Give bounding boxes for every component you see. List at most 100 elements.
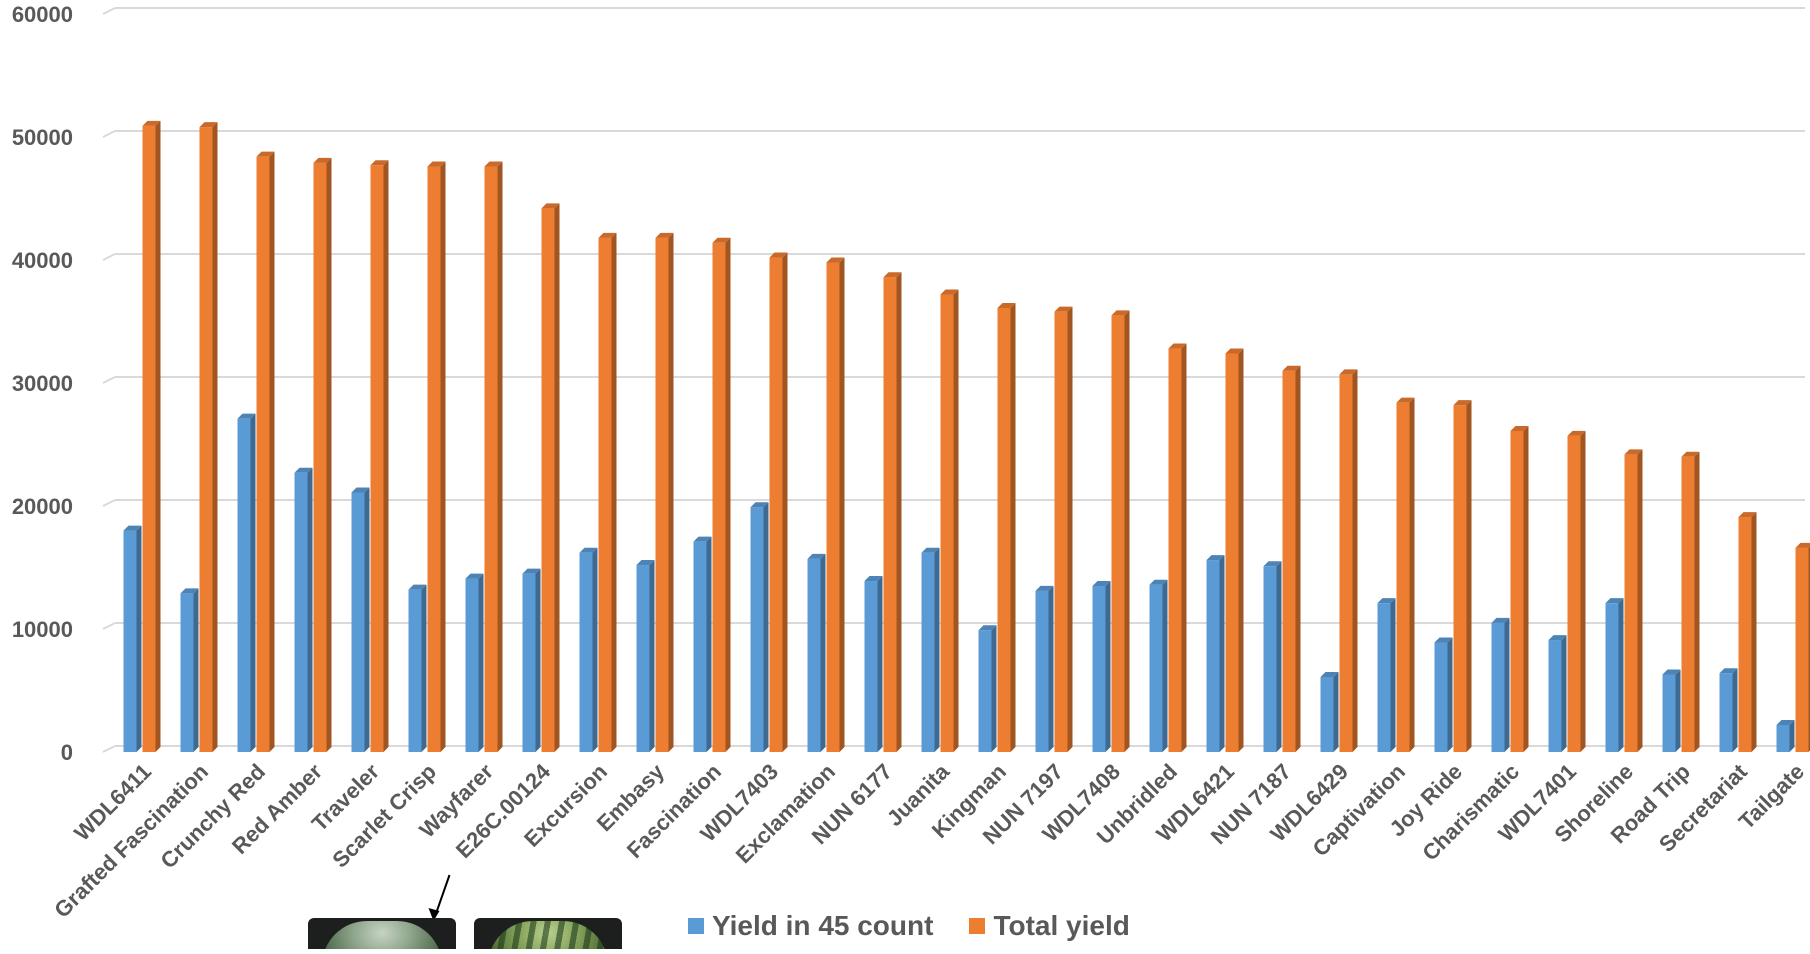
legend: Yield in 45 count Total yield <box>688 910 1130 942</box>
bar-face <box>1321 677 1334 752</box>
bar-face <box>466 579 479 752</box>
bar-side <box>1277 561 1282 752</box>
bar-face <box>1036 591 1049 752</box>
bar-total-yield <box>656 233 674 752</box>
gridline-depth <box>103 746 115 752</box>
bar-side <box>840 257 845 752</box>
legend-item-yield-45-count: Yield in 45 count <box>688 910 933 942</box>
bar-total-yield <box>599 233 617 752</box>
y-tick-label: 50000 <box>12 125 73 150</box>
bar-side <box>137 526 142 752</box>
bar-total-yield <box>1739 512 1757 752</box>
y-tick-label: 20000 <box>12 494 73 519</box>
bar-total-yield <box>770 253 788 752</box>
bar-face <box>1283 371 1296 752</box>
bar-yield-45-count <box>1492 618 1510 752</box>
bar-side <box>1239 348 1244 752</box>
bar-yield-45-count <box>1093 581 1111 752</box>
bar-face <box>371 165 384 752</box>
bar-yield-45-count <box>1606 598 1624 752</box>
bar-side <box>1125 310 1130 752</box>
bar-side <box>1695 452 1700 752</box>
bar-side <box>650 560 655 752</box>
bar-side <box>1448 638 1453 752</box>
bar-side <box>1334 672 1339 752</box>
bar-total-yield <box>485 162 503 752</box>
bar-face <box>656 238 669 752</box>
bar-side <box>1467 400 1472 752</box>
bar-side <box>479 574 484 752</box>
bar-side <box>764 502 769 752</box>
bar-side <box>593 548 598 752</box>
bar-side <box>1011 303 1016 752</box>
bar-total-yield <box>1511 426 1529 752</box>
bar-face <box>1435 643 1448 752</box>
bar-side <box>783 253 788 752</box>
bar-side <box>1790 720 1795 752</box>
bar-yield-45-count <box>1777 720 1795 752</box>
bar-face <box>637 565 650 752</box>
bar-side <box>194 588 199 752</box>
bar-side <box>878 576 883 752</box>
bar-face <box>200 127 213 752</box>
bar-total-yield <box>371 160 389 752</box>
bar-series <box>124 121 1810 752</box>
bar-side <box>707 537 712 752</box>
bar-yield-45-count <box>466 574 484 752</box>
bar-total-yield <box>941 289 959 752</box>
bar-face <box>485 167 498 752</box>
bar-total-yield <box>1283 366 1301 752</box>
bar-face <box>1549 640 1562 752</box>
bar-total-yield <box>428 162 446 752</box>
bar-face <box>1340 374 1353 752</box>
striped-watermelon-photo <box>474 918 622 949</box>
bar-side <box>1638 449 1643 752</box>
bar-side <box>536 569 541 752</box>
bar-face <box>808 559 821 752</box>
bar-face <box>1492 623 1505 752</box>
bar-side <box>992 625 997 752</box>
bar-side <box>1106 581 1111 752</box>
bar-yield-45-count <box>637 560 655 752</box>
bar-face <box>1511 431 1524 752</box>
bar-side <box>327 158 332 752</box>
bar-side <box>821 554 826 752</box>
bar-yield-45-count <box>1720 668 1738 752</box>
bar-side <box>1391 598 1396 752</box>
bar-side <box>422 585 427 752</box>
bar-face <box>770 258 783 752</box>
bar-total-yield <box>1568 431 1586 752</box>
bar-face <box>713 243 726 752</box>
bar-side <box>1733 668 1738 752</box>
bar-face <box>409 590 422 752</box>
bar-yield-45-count <box>1549 635 1567 752</box>
bar-face <box>1169 349 1182 752</box>
bar-side <box>726 238 731 752</box>
y-tick-label: 0 <box>61 740 73 765</box>
bar-side <box>441 162 446 752</box>
bar-face <box>257 157 270 752</box>
bar-side <box>1524 426 1529 752</box>
bar-face <box>1606 603 1619 752</box>
bar-yield-45-count <box>181 588 199 752</box>
bar-side <box>1410 398 1415 752</box>
bar-side <box>308 468 313 752</box>
bar-side <box>270 152 275 752</box>
bar-face <box>1112 315 1125 752</box>
bar-face <box>1093 586 1106 752</box>
bar-face <box>979 630 992 752</box>
bar-face <box>1682 457 1695 752</box>
bar-total-yield <box>1169 344 1187 752</box>
bar-face <box>922 553 935 752</box>
bar-total-yield <box>884 272 902 752</box>
y-tick-label: 60000 <box>12 2 73 27</box>
legend-label: Total yield <box>993 910 1129 942</box>
bar-yield-45-count <box>1036 586 1054 752</box>
bar-face <box>181 593 194 752</box>
bar-face <box>1796 548 1809 752</box>
bar-side <box>1562 635 1567 752</box>
bar-yield-45-count <box>352 487 370 752</box>
striped-watermelon-shape <box>488 921 608 949</box>
bar-top <box>1796 543 1810 548</box>
